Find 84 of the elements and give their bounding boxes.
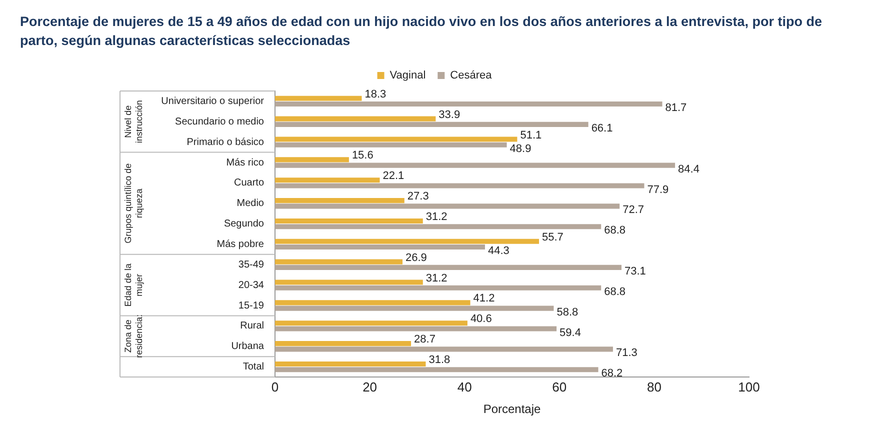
bar bbox=[275, 116, 436, 122]
data-label: 31.2 bbox=[426, 211, 448, 224]
bar bbox=[275, 326, 557, 332]
bar bbox=[275, 280, 423, 285]
bar bbox=[275, 122, 588, 127]
bar bbox=[275, 285, 602, 290]
y-tick-label: Más pobre bbox=[216, 238, 264, 250]
data-label: 15.6 bbox=[352, 150, 374, 162]
bar bbox=[275, 320, 468, 326]
y-tick-label: Segundo bbox=[224, 218, 264, 230]
y-tick-label: 35-49 bbox=[238, 259, 264, 270]
data-label: 48.9 bbox=[510, 142, 532, 155]
bar bbox=[275, 136, 518, 142]
data-label: 22.1 bbox=[382, 170, 404, 182]
bar bbox=[275, 142, 507, 148]
bar bbox=[275, 264, 622, 270]
legend-label: Vaginal bbox=[390, 70, 426, 82]
data-label: 28.7 bbox=[414, 334, 436, 346]
bar bbox=[275, 162, 676, 168]
data-label: 68.2 bbox=[601, 368, 623, 380]
x-axis-title: Porcentaje bbox=[483, 402, 542, 416]
data-label: 81.7 bbox=[665, 102, 687, 114]
data-label: 55.7 bbox=[542, 231, 564, 244]
data-label: 71.3 bbox=[616, 347, 638, 360]
chart-title: Porcentaje de mujeres de 15 a 49 años de edad con un hijo nacido vivo en los dos años anteriores a la entrevista, por tipo de parto, según algunas características seleccionadas bbox=[20, 13, 823, 50]
bar bbox=[275, 300, 470, 306]
x-tick-label: 0 bbox=[271, 379, 279, 394]
x-tick-label: 100 bbox=[738, 379, 760, 394]
bar bbox=[275, 341, 412, 346]
y-tick-label: 15-19 bbox=[238, 300, 264, 312]
bar bbox=[275, 101, 662, 107]
bar bbox=[275, 198, 404, 204]
data-label: 58.8 bbox=[556, 306, 578, 318]
y-tick-label: Total bbox=[242, 362, 264, 373]
text: Zona de residencia: bbox=[122, 314, 144, 358]
y-tick-label: Urbana bbox=[231, 341, 264, 352]
y-tick-label: Primario o básico bbox=[186, 136, 264, 148]
data-label: 33.9 bbox=[438, 108, 460, 121]
data-label: 27.3 bbox=[407, 190, 429, 203]
x-tick-label: 20 bbox=[362, 379, 378, 394]
bar bbox=[275, 346, 613, 352]
bar bbox=[275, 157, 349, 162]
y-tick-label: Universitario o superior bbox=[161, 96, 265, 107]
data-label: 40.6 bbox=[470, 313, 492, 326]
data-label: 77.9 bbox=[647, 184, 669, 196]
y-tick-label: 20-34 bbox=[238, 280, 264, 291]
text: Nivel de instrucción bbox=[122, 100, 144, 144]
data-label: 26.9 bbox=[406, 252, 427, 264]
data-label: 66.1 bbox=[591, 122, 613, 134]
bar bbox=[275, 224, 602, 230]
y-tick-label: Cuarto bbox=[234, 178, 264, 189]
x-tick-label: 80 bbox=[646, 379, 662, 394]
data-label: 68.8 bbox=[604, 224, 626, 237]
data-label: 41.2 bbox=[473, 292, 495, 305]
x-tick-label: 40 bbox=[457, 379, 472, 394]
text: Edad de la mujer bbox=[122, 264, 144, 307]
bar bbox=[275, 96, 362, 101]
bar bbox=[275, 244, 485, 250]
y-tick-label: Rural bbox=[240, 320, 264, 332]
bar bbox=[275, 183, 644, 188]
data-label: 68.8 bbox=[604, 286, 626, 298]
bar bbox=[275, 218, 423, 224]
y-tick-label: Medio bbox=[236, 198, 264, 210]
data-label: 84.4 bbox=[678, 163, 700, 176]
data-label: 44.3 bbox=[488, 245, 510, 258]
bar bbox=[275, 238, 540, 244]
bar bbox=[275, 306, 554, 311]
data-label: 31.2 bbox=[426, 272, 448, 284]
data-label: 31.8 bbox=[428, 354, 450, 366]
data-label: 59.4 bbox=[560, 326, 581, 339]
y-tick-label: Secundario o medio bbox=[175, 116, 264, 128]
bar bbox=[275, 259, 403, 264]
x-tick-label: 60 bbox=[552, 379, 567, 394]
bar bbox=[275, 178, 380, 183]
data-label: 72.7 bbox=[622, 204, 644, 216]
bar bbox=[275, 367, 598, 372]
data-label: 73.1 bbox=[624, 265, 646, 278]
text: Grupos quintílico de riqueza bbox=[122, 163, 144, 244]
legend-label: Cesárea bbox=[450, 70, 493, 82]
bar bbox=[275, 204, 620, 209]
data-label: 51.1 bbox=[520, 129, 542, 142]
data-label: 18.3 bbox=[364, 88, 386, 100]
y-tick-label: Más rico bbox=[226, 157, 264, 168]
bar bbox=[275, 361, 426, 367]
